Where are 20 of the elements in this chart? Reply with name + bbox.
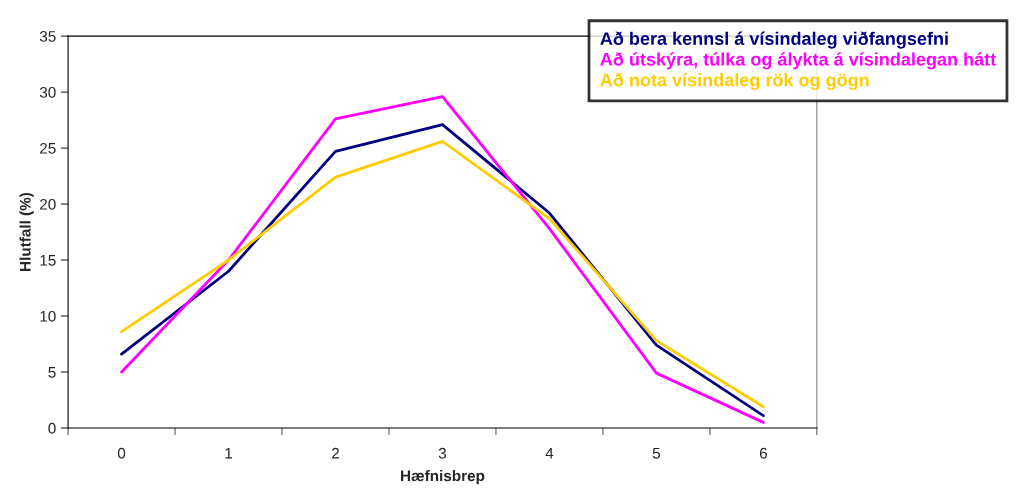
x-tick-label: 5 [652, 447, 661, 459]
y-tick-label: 30 [39, 86, 56, 98]
y-tick-label: 5 [48, 367, 56, 378]
x-tick-label: 1 [225, 447, 233, 459]
y-tick-label: 15 [40, 255, 56, 266]
x-tick-label: 3 [438, 447, 447, 459]
x-tick-label: 2 [332, 447, 339, 459]
y-tick-label: 25 [40, 142, 56, 154]
x-tick-label: 6 [759, 447, 767, 459]
y-axis-title: Hlutfall (%) [19, 192, 34, 271]
text: Að bera kennsl á vísindaleg viðfangsefni [600, 31, 948, 49]
x-tick-label: 0 [117, 447, 126, 459]
y-tick-label: 20 [40, 198, 56, 210]
text: Að útskýra, túlka og álykta á vísindalegan hátt [600, 52, 996, 70]
x-tick-label: 4 [545, 447, 554, 459]
text: Að nota vísindaleg rök og gögn [600, 72, 869, 91]
x-axis-title: Hæfnisbrep [401, 470, 485, 485]
y-tick-label: 0 [48, 422, 56, 434]
y-tick-label: 10 [40, 310, 56, 322]
y-tick-label: 35 [39, 30, 56, 42]
